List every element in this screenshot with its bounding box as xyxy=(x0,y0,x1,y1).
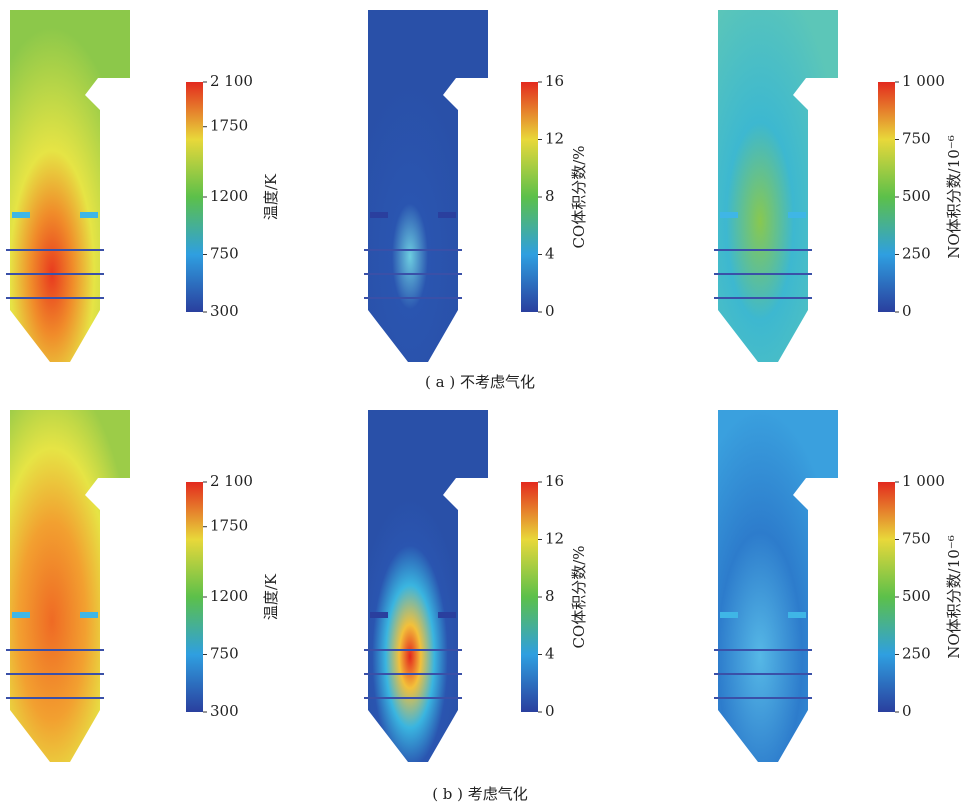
tick-label: 250 xyxy=(902,245,931,263)
air-port xyxy=(438,612,456,618)
tick-label: 750 xyxy=(902,530,931,548)
furnace-contour xyxy=(368,10,488,362)
tick-label: 300 xyxy=(210,302,239,320)
figure: ( a ) 不考虑气化300750120017502 100温度/K048121… xyxy=(0,0,970,807)
tick-label: 1 000 xyxy=(902,72,945,90)
colorbar xyxy=(186,482,203,712)
tick-label: 0 xyxy=(902,702,912,720)
tick-label: 1 000 xyxy=(902,472,945,490)
tick-label: 250 xyxy=(902,645,931,663)
air-port xyxy=(788,212,806,218)
furnace-contour xyxy=(718,10,838,362)
tick-label: 500 xyxy=(902,587,931,605)
tick-label: 12 xyxy=(545,530,564,548)
colorbar-label: CO体积分数/% xyxy=(570,145,588,248)
tick-label: 1200 xyxy=(210,187,248,205)
tick-label: 8 xyxy=(545,187,555,205)
tick-label: 12 xyxy=(545,130,564,148)
tick-label: 4 xyxy=(545,645,555,663)
air-port xyxy=(12,212,30,218)
furnace-contour xyxy=(718,410,838,762)
tick-label: 2 100 xyxy=(210,72,253,90)
tick-label: 750 xyxy=(902,130,931,148)
air-port xyxy=(370,612,388,618)
tick-label: 0 xyxy=(545,302,555,320)
tick-label: 8 xyxy=(545,587,555,605)
air-port xyxy=(80,212,98,218)
air-port xyxy=(720,212,738,218)
tick-label: 1200 xyxy=(210,587,248,605)
colorbar xyxy=(878,482,895,712)
colorbar-label: 温度/K xyxy=(262,173,280,220)
tick-label: 0 xyxy=(545,702,555,720)
tick-label: 16 xyxy=(545,472,564,490)
tick-label: 1750 xyxy=(210,117,248,135)
tick-label: 1750 xyxy=(210,517,248,535)
tick-label: 750 xyxy=(210,645,239,663)
tick-label: 750 xyxy=(210,245,239,263)
tick-label: 16 xyxy=(545,72,564,90)
air-port xyxy=(12,612,30,618)
furnace-contour xyxy=(368,410,488,762)
air-port xyxy=(788,612,806,618)
furnace-contour xyxy=(10,410,130,762)
colorbar xyxy=(878,82,895,312)
air-port xyxy=(438,212,456,218)
air-port xyxy=(80,612,98,618)
tick-label: 4 xyxy=(545,245,555,263)
tick-label: 0 xyxy=(902,302,912,320)
caption: ( a ) 不考虑气化 xyxy=(425,373,535,391)
colorbar xyxy=(186,82,203,312)
colorbar-label: NO体积分数/10⁻⁶ xyxy=(945,535,963,659)
tick-label: 500 xyxy=(902,187,931,205)
colorbar-label: NO体积分数/10⁻⁶ xyxy=(945,135,963,259)
caption: ( b ) 考虑气化 xyxy=(432,785,528,803)
colorbar xyxy=(521,482,538,712)
colorbar xyxy=(521,82,538,312)
air-port xyxy=(720,612,738,618)
colorbar-label: CO体积分数/% xyxy=(570,545,588,648)
tick-label: 300 xyxy=(210,702,239,720)
air-port xyxy=(370,212,388,218)
furnace-contour xyxy=(10,10,130,362)
tick-label: 2 100 xyxy=(210,472,253,490)
colorbar-label: 温度/K xyxy=(262,573,280,620)
